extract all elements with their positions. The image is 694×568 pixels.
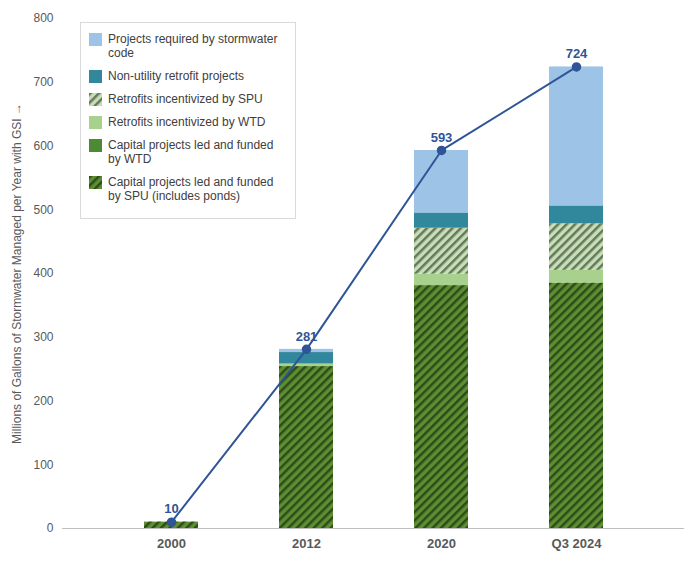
html-text:Non-utility retrofit projects: Non-utility retrofit projects: [108, 69, 244, 83]
svg-text:100: 100: [33, 458, 53, 472]
html-text:Capital projects led and funde: Capital projects led and funded by WTD: [108, 138, 274, 166]
svg-text:300: 300: [33, 330, 53, 344]
html-text:Retrofits incentivized by SPU: Retrofits incentivized by SPU: [108, 92, 263, 106]
svg-text:Q3 2024: Q3 2024: [552, 536, 603, 551]
svg-text:800: 800: [33, 11, 53, 25]
svg-text:724: 724: [566, 46, 588, 61]
svg-text:593: 593: [431, 130, 453, 145]
svg-text:Millions of Gallons of Stormwa: Millions of Gallons of Stormwater Manage…: [10, 103, 24, 444]
svg-text:500: 500: [33, 203, 53, 217]
svg-text:200: 200: [33, 394, 53, 408]
svg-text:0: 0: [47, 521, 54, 535]
svg-text:2012: 2012: [292, 536, 321, 551]
svg-text:400: 400: [33, 266, 53, 280]
svg-text:2020: 2020: [427, 536, 456, 551]
svg-text:2000: 2000: [157, 536, 186, 551]
svg-text:281: 281: [296, 329, 318, 344]
html-text:Capital projects led and funde: Capital projects led and funded by SPU (…: [108, 175, 274, 203]
svg-text:700: 700: [33, 75, 53, 89]
svg-text:600: 600: [33, 139, 53, 153]
html-text:Retrofits incentivized by WTD: Retrofits incentivized by WTD: [108, 115, 266, 129]
html-text:Projects required by stormwate: Projects required by stormwater code: [108, 32, 278, 60]
svg-text:10: 10: [164, 501, 178, 516]
